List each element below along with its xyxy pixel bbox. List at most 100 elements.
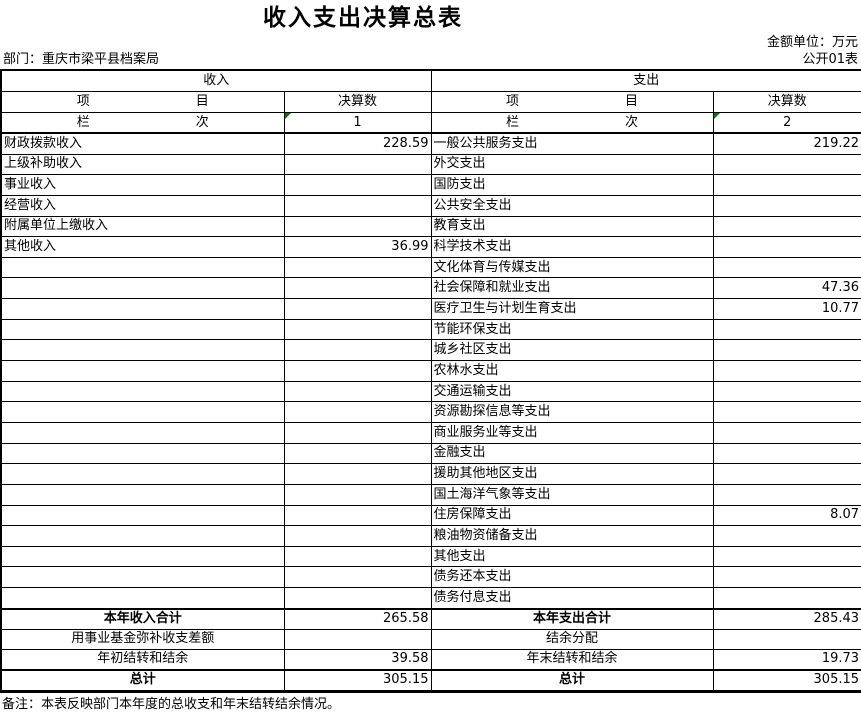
income-value-cell	[283, 545, 432, 568]
summary-row: 用事业基金弥补收支差额 结余分配	[0, 628, 861, 650]
expense-value-cell: 47.36	[712, 277, 861, 300]
expense-item-cell: 债务还本支出	[430, 566, 714, 589]
expense-summary-item-cell: 总计	[430, 668, 714, 692]
income-section-header: 收入	[0, 69, 432, 92]
table-row: 财政拨款收入 228.59 一般公共服务支出 219.22	[0, 132, 861, 155]
expense-value-cell	[712, 174, 861, 196]
income-value-cell	[283, 401, 432, 423]
expense-item-cell: 资源勘探信息等支出	[430, 401, 714, 423]
table-code-label: 公开01表	[802, 52, 858, 67]
income-item-cell	[0, 463, 285, 485]
expense-item-cell: 教育支出	[430, 215, 714, 238]
expense-value-cell	[712, 587, 861, 610]
expense-item-cell: 科学技术支出	[430, 236, 714, 258]
expense-summary-item-cell: 年末结转和结余	[430, 648, 714, 671]
table-row: 事业收入 国防支出	[0, 174, 861, 196]
income-value-cell	[283, 463, 432, 485]
income-value-cell	[283, 587, 432, 610]
comment-marker-icon	[285, 113, 291, 119]
table-row: 经营收入 公共安全支出	[0, 194, 861, 217]
income-item-cell: 上级补助收入	[0, 153, 285, 176]
expense-value-cell	[712, 236, 861, 258]
expense-value-cell	[712, 421, 861, 444]
income-value-cell	[283, 483, 432, 506]
expense-item-cell: 节能环保支出	[430, 318, 714, 341]
income-column-number: 1	[283, 112, 432, 134]
income-value-cell: 36.99	[283, 236, 432, 258]
table-row: 文化体育与传媒支出	[0, 256, 861, 279]
income-summary-value-cell: 39.58	[283, 648, 432, 671]
expense-value-cell	[712, 463, 861, 485]
expense-summary-value-cell: 285.43	[712, 607, 861, 630]
income-item-header: 项目	[0, 91, 285, 113]
income-item-cell	[0, 483, 285, 506]
table-row: 节能环保支出	[0, 318, 861, 341]
income-summary-item-cell: 年初结转和结余	[0, 648, 285, 671]
expense-value-cell	[712, 256, 861, 279]
expense-value-cell: 219.22	[712, 132, 861, 155]
income-item-cell	[0, 339, 285, 362]
expense-summary-value-cell	[712, 628, 861, 650]
column-header-row: 项目 决算数 项目 决算数	[0, 91, 861, 113]
expense-item-cell: 国防支出	[430, 174, 714, 196]
expense-item-cell: 城乡社区支出	[430, 339, 714, 362]
income-item-cell	[0, 318, 285, 341]
expense-item-cell: 金融支出	[430, 442, 714, 465]
expense-item-cell: 一般公共服务支出	[430, 132, 714, 155]
income-item-cell	[0, 545, 285, 568]
income-value-cell	[283, 380, 432, 403]
income-summary-value-cell: 305.15	[283, 668, 432, 692]
expense-item-cell: 其他支出	[430, 545, 714, 568]
table-row: 交通运输支出	[0, 380, 861, 403]
expense-value-cell	[712, 483, 861, 506]
income-item-cell	[0, 587, 285, 610]
expense-value-cell	[712, 215, 861, 238]
table-row: 其他支出	[0, 545, 861, 568]
income-item-cell	[0, 442, 285, 465]
expense-summary-item-cell: 结余分配	[430, 628, 714, 650]
table-row: 社会保障和就业支出 47.36	[0, 277, 861, 300]
income-summary-value-cell	[283, 628, 432, 650]
income-value-cell	[283, 318, 432, 341]
table-row: 农林水支出	[0, 360, 861, 382]
meta-row: 部门：重庆市梁平县档案局 公开01表	[0, 51, 861, 69]
expense-value-cell: 10.77	[712, 298, 861, 320]
income-item-cell	[0, 401, 285, 423]
table-row: 医疗卫生与计划生育支出 10.77	[0, 298, 861, 320]
summary-row: 年初结转和结余 39.58 年末结转和结余 19.73	[0, 648, 861, 671]
expense-index-label: 栏次	[430, 112, 714, 134]
income-value-cell: 228.59	[283, 132, 432, 155]
table-row: 商业服务业等支出	[0, 421, 861, 444]
income-value-cell	[283, 256, 432, 279]
income-value-cell	[283, 153, 432, 176]
expense-value-cell	[712, 360, 861, 382]
table-row: 债务还本支出	[0, 566, 861, 589]
expense-summary-value-cell: 19.73	[712, 648, 861, 671]
summary-row: 本年收入合计 265.58 本年支出合计 285.43	[0, 607, 861, 630]
department-label: 部门：重庆市梁平县档案局	[3, 52, 160, 67]
comment-marker-icon	[714, 113, 720, 119]
column-index-row: 栏次 1 栏次 2	[0, 112, 861, 134]
expense-value-cell	[712, 566, 861, 589]
income-value-cell	[283, 525, 432, 547]
table-row: 上级补助收入 外交支出	[0, 153, 861, 176]
expense-value-cell	[712, 525, 861, 547]
expense-summary-item-cell: 本年支出合计	[430, 607, 714, 630]
income-item-cell	[0, 380, 285, 403]
income-summary-item-cell: 用事业基金弥补收支差额	[0, 628, 285, 650]
expense-value-cell	[712, 318, 861, 341]
expense-value-cell	[712, 401, 861, 423]
income-value-cell	[283, 339, 432, 362]
income-value-cell	[283, 566, 432, 589]
income-item-cell: 经营收入	[0, 194, 285, 217]
expense-section-header: 支出	[430, 69, 861, 92]
income-item-cell: 其他收入	[0, 236, 285, 258]
expense-item-cell: 社会保障和就业支出	[430, 277, 714, 300]
income-value-cell	[283, 421, 432, 444]
expense-item-header: 项目	[430, 91, 714, 113]
income-summary-item-cell: 本年收入合计	[0, 607, 285, 630]
income-item-cell	[0, 421, 285, 444]
income-item-cell: 附属单位上缴收入	[0, 215, 285, 238]
expense-item-cell: 文化体育与传媒支出	[430, 256, 714, 279]
expense-item-cell: 债务付息支出	[430, 587, 714, 610]
